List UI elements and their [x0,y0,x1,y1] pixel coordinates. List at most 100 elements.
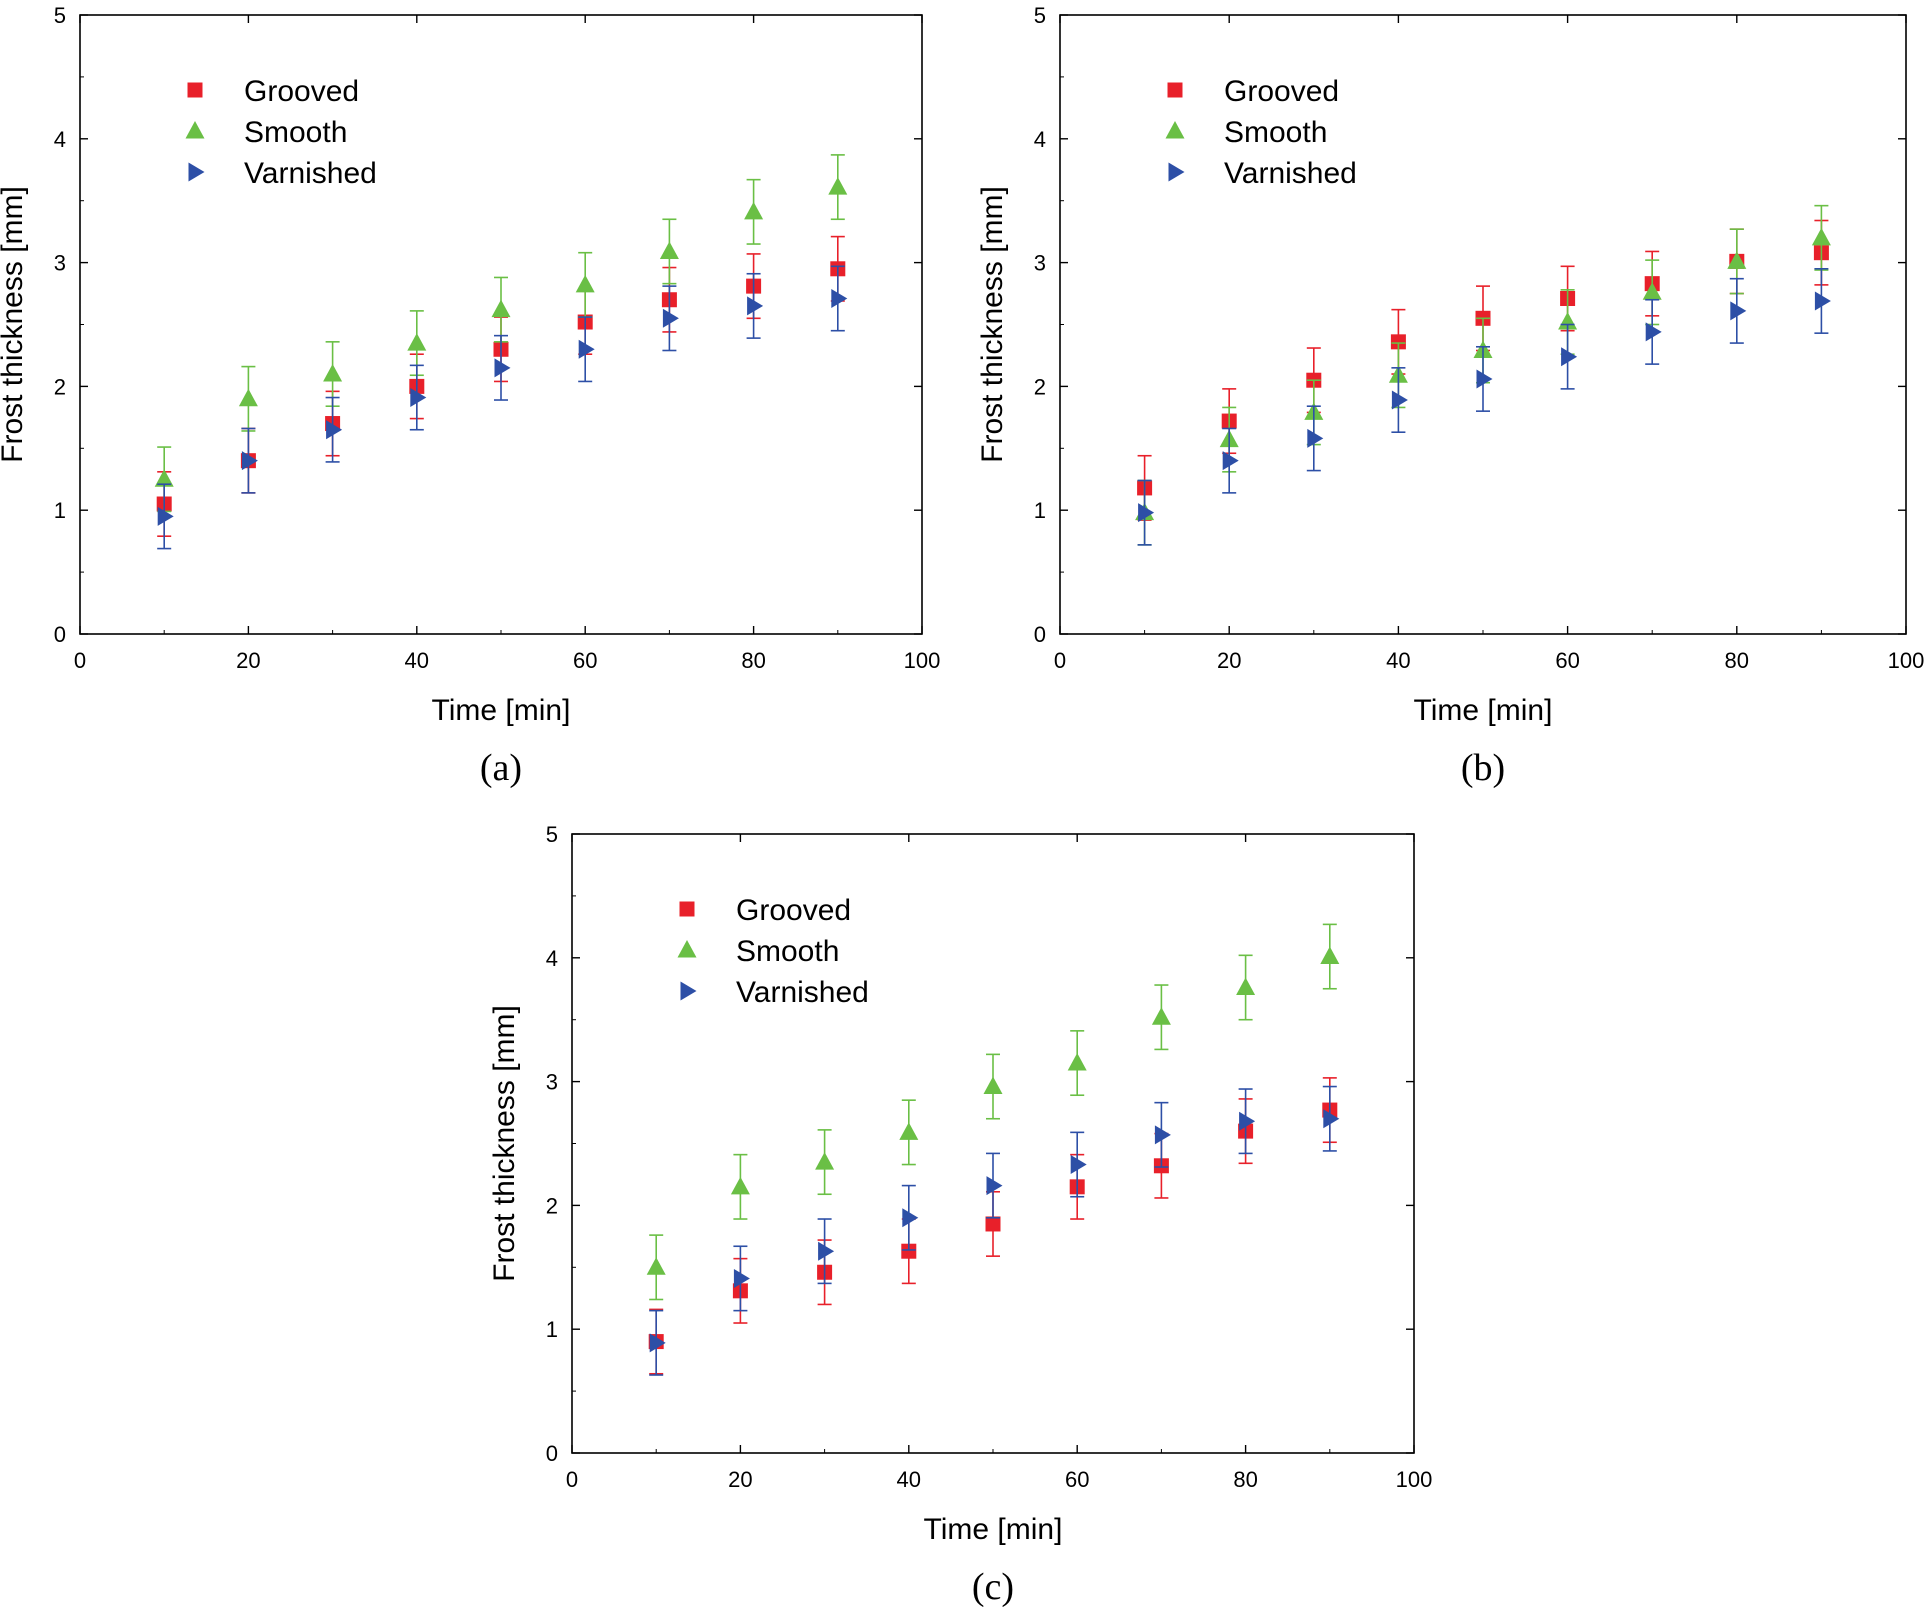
data-point [238,388,258,407]
data-point [733,1268,750,1288]
panel-caption: (c) [972,1566,1014,1607]
panel-caption: (a) [480,747,522,789]
y-tick-label: 1 [546,1317,558,1342]
data-point [1642,282,1662,300]
data-point [818,1241,835,1261]
data-point [815,1152,835,1170]
y-tick-label: 3 [546,1070,558,1095]
y-tick-label: 2 [1034,374,1046,399]
legend-label-smooth: Smooth [1224,116,1327,149]
legend-marker-varnished [188,162,205,182]
data-point [986,1176,1003,1196]
legend-label-varnished: Varnished [736,976,869,1009]
chart-panel-c: 0 20 40 60 80 100 0 1 2 3 4 5 Time [min] Frost thickn… [488,822,1432,1607]
series-varnished [649,1085,1340,1376]
x-axis-label: Time [min] [924,1513,1063,1546]
legend-label-smooth: Smooth [244,116,347,149]
legend-marker-grooved [187,82,203,98]
data-point [578,339,595,359]
data-point [902,1208,919,1228]
data-point [1727,251,1747,269]
series-grooved [648,1077,1338,1375]
legend: Grooved Smooth Varnished [677,894,869,1009]
x-axis-label: Time [min] [432,694,571,727]
x-tick-label: 100 [1396,1467,1433,1492]
x-tick-label: 0 [1054,648,1066,673]
y-tick-label: 0 [546,1441,558,1466]
data-point [1320,946,1340,965]
x-tick-label: 40 [405,648,429,673]
data-point [1645,322,1662,342]
data-point [1476,369,1493,389]
legend-marker-grooved [1167,82,1183,98]
data-point [1239,1111,1256,1131]
data-point [1390,334,1406,350]
data-point [241,451,258,471]
data-point [747,296,764,316]
data-point [659,241,679,259]
data-point [1067,1053,1087,1071]
data-point [326,420,343,440]
x-tick-label: 20 [1217,648,1241,673]
legend: Grooved Smooth Varnished [185,75,377,190]
data-point [1730,301,1747,321]
data-point [157,506,174,526]
series-smooth [646,923,1340,1301]
y-tick-label: 0 [1034,622,1046,647]
y-tick-label: 5 [546,822,558,847]
legend-label-smooth: Smooth [736,935,839,968]
x-tick-label: 0 [566,1467,578,1492]
legend-label-varnished: Varnished [1224,157,1357,190]
legend: Grooved Smooth Varnished [1165,75,1357,190]
y-tick-label: 4 [54,127,66,152]
y-axis-label: Frost thickness [mm] [488,1005,521,1282]
y-tick-label: 5 [1034,3,1046,28]
data-point [828,177,848,195]
x-tick-label: 80 [741,648,765,673]
data-point [1154,1125,1171,1145]
data-point [899,1122,919,1140]
x-tick-label: 80 [1725,648,1749,673]
data-point [985,1216,1001,1232]
x-tick-label: 60 [573,648,597,673]
legend-marker-varnished [680,981,697,1001]
data-point [1323,1109,1340,1129]
data-point [1222,451,1239,471]
legend-label-grooved: Grooved [1224,75,1339,108]
y-tick-label: 1 [54,498,66,523]
legend-marker-varnished [1168,162,1185,182]
data-point [646,1257,666,1275]
data-point [983,1076,1003,1095]
data-point [491,299,511,318]
x-tick-label: 100 [904,648,941,673]
data-point [575,274,595,293]
data-point [1307,428,1324,448]
legend-marker-grooved [679,901,695,917]
data-point [1561,347,1578,367]
data-point [410,388,427,408]
x-tick-label: 40 [1386,648,1410,673]
legend-marker-smooth [677,940,697,958]
x-axis-label: Time [min] [1414,694,1553,727]
series-smooth [154,154,848,513]
data-point [323,364,343,382]
y-axis-label: Frost thickness [mm] [976,186,1009,463]
legend-label-varnished: Varnished [244,157,377,190]
data-point [1811,227,1831,246]
y-tick-label: 5 [54,3,66,28]
y-tick-label: 4 [1034,127,1046,152]
y-tick-label: 1 [1034,498,1046,523]
y-tick-label: 3 [54,251,66,276]
x-tick-label: 40 [897,1467,921,1492]
legend-marker-smooth [1165,121,1185,139]
data-point [1070,1155,1087,1175]
data-point [744,201,764,220]
x-tick-label: 80 [1233,1467,1257,1492]
legend-marker-smooth [185,121,205,139]
data-point [1138,503,1155,523]
x-tick-label: 20 [236,648,260,673]
data-point [494,358,511,378]
plot-frame [571,833,1415,1454]
data-point [662,308,679,328]
